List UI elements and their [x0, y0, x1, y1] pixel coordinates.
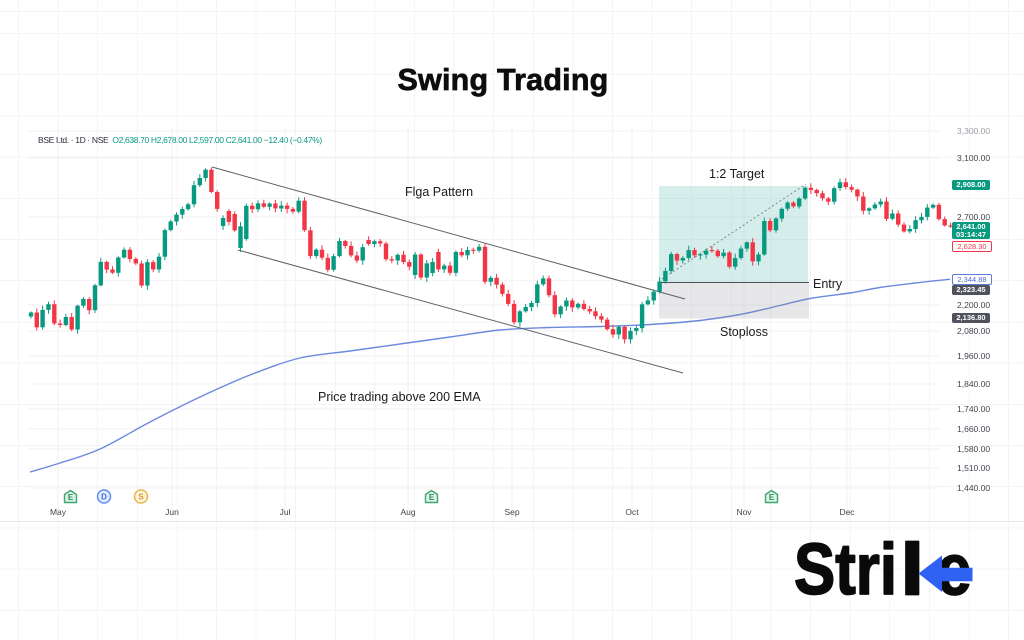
svg-text:E: E — [429, 493, 435, 502]
svg-text:S: S — [138, 493, 144, 502]
svg-text:E: E — [769, 493, 775, 502]
svg-text:E: E — [68, 493, 74, 502]
svg-text:Stri: Stri — [794, 530, 897, 610]
svg-text:D: D — [101, 493, 107, 502]
